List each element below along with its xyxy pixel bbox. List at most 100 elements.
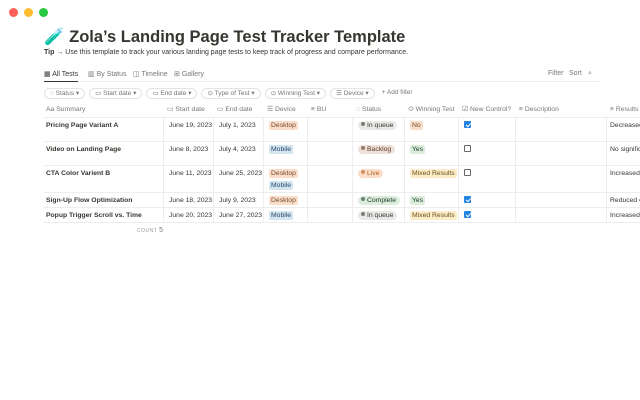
start-date-cell[interactable]: June 8, 2023 bbox=[169, 146, 209, 153]
winning-test-tag: No bbox=[410, 121, 423, 130]
new-control-checkbox[interactable] bbox=[464, 196, 471, 203]
page-title: 🧪 Zola’s Landing Page Test Tracker Templ… bbox=[44, 28, 406, 46]
column-type-icon: ≡ bbox=[610, 106, 614, 113]
add-filter-button[interactable]: + Add filter bbox=[381, 89, 413, 96]
device-cell[interactable]: Mobile bbox=[269, 145, 294, 154]
row-divider bbox=[44, 117, 640, 118]
new-control-cell[interactable] bbox=[464, 169, 471, 179]
device-cell[interactable]: Desktop bbox=[269, 121, 298, 130]
column-header-bu[interactable]: ≡ BU bbox=[311, 106, 327, 113]
results-cell[interactable]: Decreased bbox=[610, 122, 640, 129]
new-control-cell[interactable] bbox=[464, 211, 471, 221]
status-badge: Complete bbox=[358, 196, 401, 205]
filter-device[interactable]: ☰ Device ▾ bbox=[330, 88, 375, 99]
results-cell[interactable]: Reduced c bbox=[610, 197, 640, 204]
winning-test-cell[interactable]: No bbox=[410, 121, 423, 130]
device-tag: Mobile bbox=[269, 211, 294, 220]
column-type-icon: ≡ bbox=[519, 106, 523, 113]
search-icon[interactable]: ⌕ bbox=[588, 70, 592, 77]
sort-button[interactable]: Sort bbox=[569, 70, 582, 77]
column-type-icon: Aa bbox=[46, 106, 55, 113]
row-divider bbox=[44, 141, 640, 142]
column-header-description[interactable]: ≡ Description bbox=[519, 106, 559, 113]
device-cell[interactable]: Desktop Mobile bbox=[269, 169, 298, 190]
summary-cell[interactable]: Sign-Up Flow Optimization bbox=[46, 197, 133, 204]
column-header-status[interactable]: ◌ Status bbox=[356, 106, 382, 113]
maximize-button[interactable] bbox=[39, 8, 48, 17]
device-tag: Mobile bbox=[269, 145, 294, 154]
device-cell[interactable]: Desktop bbox=[269, 196, 298, 205]
test-tube-icon: 🧪 bbox=[44, 28, 65, 46]
end-date-cell[interactable]: June 27, 2023 bbox=[219, 212, 263, 219]
column-header-new-control[interactable]: ☑ New Control? bbox=[462, 106, 512, 113]
start-date-cell[interactable]: June 18, 2023 bbox=[169, 197, 213, 204]
column-header-end-date[interactable]: ▭ End date bbox=[217, 106, 253, 113]
status-cell[interactable]: Complete bbox=[358, 196, 401, 205]
summary-cell[interactable]: Popup Trigger Scroll vs. Time bbox=[46, 212, 142, 219]
winning-test-tag: Yes bbox=[410, 145, 426, 154]
column-header-winning-test[interactable]: ⊙ Winning Test bbox=[408, 106, 455, 113]
column-divider bbox=[307, 117, 308, 222]
column-header-summary[interactable]: Aa Summary bbox=[46, 106, 86, 113]
tab-by-status[interactable]: ▥ By Status bbox=[88, 71, 127, 78]
column-header-device[interactable]: ☰ Device bbox=[267, 106, 296, 113]
start-date-cell[interactable]: June 11, 2023 bbox=[169, 170, 212, 177]
filter-status[interactable]: ◌ Status ▾ bbox=[44, 88, 86, 99]
column-type-icon: ▭ bbox=[167, 106, 174, 113]
start-date-cell[interactable]: June 20, 2023 bbox=[169, 212, 213, 219]
column-divider bbox=[263, 117, 264, 222]
column-divider bbox=[515, 117, 516, 222]
column-divider bbox=[352, 117, 353, 222]
results-cell[interactable]: Increased bbox=[610, 170, 640, 177]
end-date-cell[interactable]: July 4, 2023 bbox=[219, 146, 256, 153]
status-badge: Backlog bbox=[358, 145, 396, 154]
end-date-cell[interactable]: July 1, 2023 bbox=[219, 122, 256, 129]
new-control-checkbox[interactable] bbox=[464, 169, 471, 176]
filter-button[interactable]: Filter bbox=[548, 70, 564, 77]
filter-start-date[interactable]: ▭ Start date ▾ bbox=[89, 88, 143, 99]
device-cell[interactable]: Mobile bbox=[269, 211, 294, 220]
winning-test-cell[interactable]: Yes bbox=[410, 145, 426, 154]
status-cell[interactable]: Backlog bbox=[358, 145, 396, 154]
new-control-cell[interactable] bbox=[464, 196, 471, 206]
new-control-cell[interactable] bbox=[464, 145, 471, 155]
new-control-cell[interactable] bbox=[464, 121, 471, 131]
column-header-results[interactable]: ≡ Results bbox=[610, 106, 639, 113]
tab-gallery[interactable]: ⊞ Gallery bbox=[174, 71, 204, 78]
status-badge: In queue bbox=[358, 211, 398, 220]
column-divider bbox=[213, 117, 214, 222]
status-cell[interactable]: Live bbox=[358, 169, 384, 178]
winning-test-cell[interactable]: Mixed Results bbox=[410, 169, 457, 178]
winning-test-cell[interactable]: Mixed Results bbox=[410, 211, 457, 220]
column-divider bbox=[404, 117, 405, 222]
tab-all-tests[interactable]: ▦ All Tests bbox=[44, 70, 79, 82]
new-control-checkbox[interactable] bbox=[464, 145, 471, 152]
column-type-icon: ☰ bbox=[267, 106, 274, 113]
summary-cell[interactable]: Pricing Page Variant A bbox=[46, 122, 119, 129]
device-tag: Desktop bbox=[269, 121, 298, 130]
start-date-cell[interactable]: June 19, 2023 bbox=[169, 122, 213, 129]
tab-timeline[interactable]: ◫ Timeline bbox=[133, 71, 168, 78]
filter-end-date[interactable]: ▭ End date ▾ bbox=[146, 88, 198, 99]
status-cell[interactable]: In queue bbox=[358, 211, 398, 220]
end-date-cell[interactable]: July 9, 2023 bbox=[219, 197, 256, 204]
new-control-checkbox[interactable] bbox=[464, 121, 471, 128]
results-cell[interactable]: Increased bbox=[610, 212, 640, 219]
end-date-cell[interactable]: June 25, 2023 bbox=[219, 170, 263, 177]
results-cell[interactable]: No signific bbox=[610, 146, 640, 153]
device-tag: Desktop bbox=[269, 169, 298, 178]
filter-type-of-test[interactable]: ⊙ Type of Test ▾ bbox=[201, 88, 261, 99]
summary-cell[interactable]: CTA Color Varient B bbox=[46, 170, 111, 177]
minimize-button[interactable] bbox=[24, 8, 33, 17]
new-control-checkbox[interactable] bbox=[464, 211, 471, 218]
summary-cell[interactable]: Video on Landing Page bbox=[46, 146, 122, 153]
row-divider bbox=[44, 192, 640, 193]
row-count: COUNT 5 bbox=[137, 227, 164, 234]
status-cell[interactable]: In queue bbox=[358, 121, 398, 130]
close-button[interactable] bbox=[9, 8, 18, 17]
winning-test-cell[interactable]: Yes bbox=[410, 196, 426, 205]
column-header-start-date[interactable]: ▭ Start date bbox=[167, 106, 205, 113]
column-type-icon: ▭ bbox=[217, 106, 224, 113]
column-type-icon: ⊙ bbox=[408, 106, 414, 113]
filter-winning-test[interactable]: ⊙ Winning Test ▾ bbox=[264, 88, 327, 99]
